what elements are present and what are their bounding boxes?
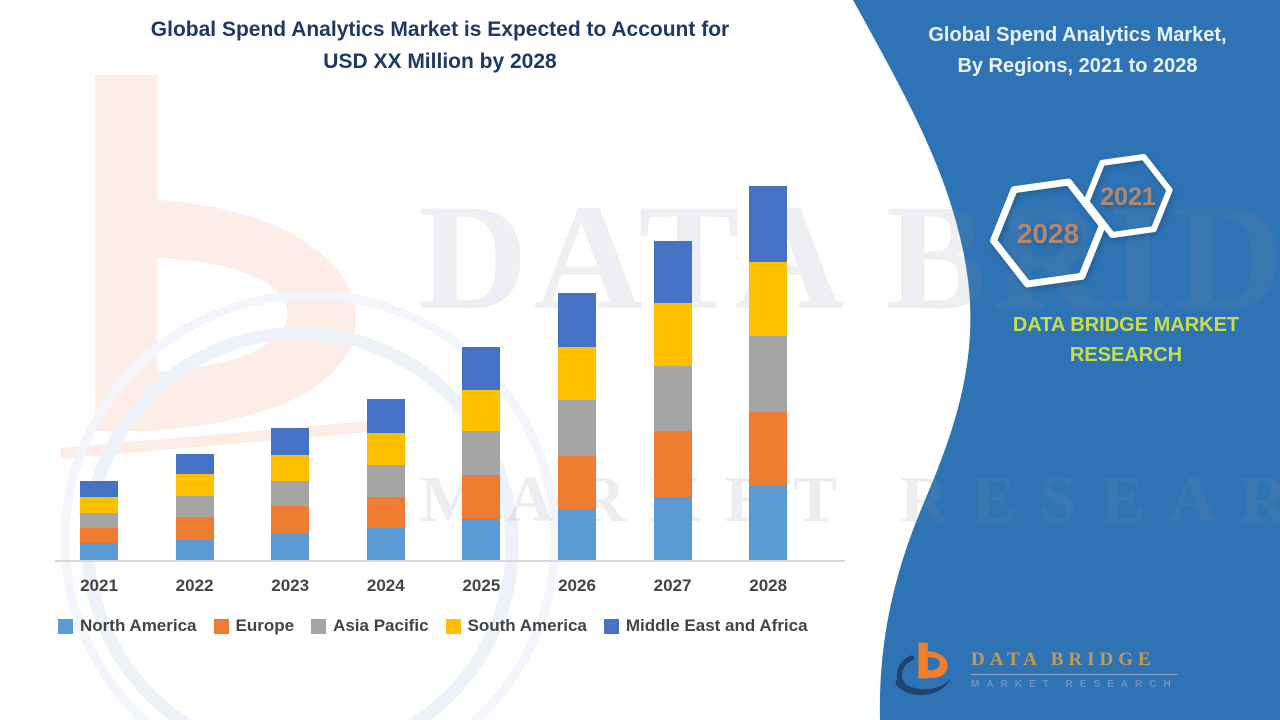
bar-segment-middle-east-and-africa-2021	[80, 481, 118, 497]
legend-swatch-asia-pacific	[311, 618, 327, 634]
x-axis-label-2024: 2024	[366, 576, 405, 595]
legend-label-south-america: South America	[467, 616, 587, 635]
bar-2022	[175, 454, 214, 560]
bar-segment-north-america-2021	[80, 543, 118, 560]
bar-segment-south-america-2025	[462, 390, 501, 431]
hexagon-2028	[990, 178, 1106, 288]
bar-segment-asia-pacific-2028	[749, 336, 788, 412]
bar-segment-asia-pacific-2023	[271, 481, 310, 506]
bar-segment-asia-pacific-2027	[653, 366, 692, 431]
bar-segment-north-america-2022	[175, 540, 214, 560]
bar-segment-middle-east-and-africa-2027	[653, 241, 692, 303]
bar-segment-north-america-2025	[462, 519, 501, 560]
bar-segment-asia-pacific-2022	[175, 496, 214, 517]
legend-item-south-america: South America	[445, 616, 587, 636]
bar-segment-south-america-2022	[175, 474, 214, 496]
legend-label-north-america: North America	[80, 616, 197, 635]
hexagon-2028-label: 2028	[1017, 218, 1079, 249]
legend-item-europe: Europe	[213, 616, 295, 636]
bar-segment-asia-pacific-2024	[366, 465, 405, 497]
bar-segment-europe-2028	[749, 412, 788, 486]
bar-segment-asia-pacific-2021	[80, 513, 118, 528]
bar-segment-south-america-2027	[653, 303, 692, 366]
x-axis-label-2027: 2027	[653, 576, 692, 595]
databridge-logo: DATA BRIDGE MARKET RESEARCH	[893, 638, 1178, 700]
bar-segment-europe-2022	[175, 517, 214, 540]
legend-swatch-middle-east-and-africa	[603, 618, 619, 634]
bar-segment-europe-2021	[80, 528, 118, 543]
chart-title-line1: Global Spend Analytics Market is Expecte…	[150, 18, 730, 41]
bar-segment-asia-pacific-2026	[558, 400, 596, 456]
bar-2025	[462, 347, 501, 560]
chart-title: Global Spend Analytics Market is Expecte…	[80, 14, 800, 78]
legend-label-europe: Europe	[235, 616, 295, 635]
bar-segment-north-america-2023	[271, 534, 310, 560]
bar-segment-south-america-2021	[80, 497, 118, 513]
x-axis-label-2028: 2028	[749, 576, 788, 595]
bar-segment-asia-pacific-2025	[462, 431, 501, 475]
bar-segment-europe-2023	[271, 506, 310, 534]
bar-segment-south-america-2026	[558, 347, 596, 400]
databridge-b-watermark	[60, 75, 400, 459]
bar-segment-middle-east-and-africa-2023	[271, 428, 310, 455]
bar-segment-europe-2026	[558, 456, 596, 510]
panel-brand-text: DATA BRIDGE MARKET RESEARCH	[1012, 314, 1240, 366]
x-axis-label-2023: 2023	[271, 576, 310, 595]
bar-segment-north-america-2024	[366, 528, 405, 560]
bar-segment-north-america-2028	[749, 486, 788, 560]
legend-item-asia-pacific: Asia Pacific	[311, 616, 429, 636]
bar-segment-europe-2025	[462, 475, 501, 519]
x-axis-label-2022: 2022	[175, 576, 214, 595]
databridge-logo-text: DATA BRIDGE MARKET RESEARCH	[971, 649, 1178, 690]
x-axis-label-2025: 2025	[462, 576, 501, 595]
bar-segment-middle-east-and-africa-2024	[366, 399, 405, 433]
panel-title: Global Spend Analytics Market, By Region…	[880, 20, 1275, 82]
legend-label-middle-east-and-africa: Middle East and Africa	[625, 616, 808, 635]
bar-segment-middle-east-and-africa-2028	[749, 186, 788, 262]
legend-label-asia-pacific: Asia Pacific	[333, 616, 429, 635]
databridge-logo-icon	[895, 642, 951, 696]
chart-title-line2: USD XX Million by 2028	[323, 50, 557, 73]
bar-2027	[653, 241, 692, 560]
x-axis-label-2026: 2026	[558, 576, 596, 595]
bar-2028	[749, 186, 788, 560]
bar-segment-north-america-2026	[558, 510, 596, 560]
legend-swatch-south-america	[445, 618, 461, 634]
legend-swatch-europe	[213, 618, 229, 634]
bar-segment-europe-2024	[366, 497, 405, 528]
bar-segment-south-america-2024	[366, 433, 405, 465]
bar-segment-north-america-2027	[653, 497, 692, 560]
legend-item-north-america: North America	[58, 616, 197, 636]
hexagon-2021	[1083, 154, 1173, 238]
bar-2023	[271, 428, 310, 560]
x-axis-line	[55, 560, 845, 562]
legend-swatch-north-america	[58, 618, 73, 634]
bar-2021	[80, 481, 118, 560]
bar-segment-middle-east-and-africa-2025	[462, 347, 501, 390]
hexagon-2021-label: 2021	[1100, 183, 1156, 211]
bar-segment-middle-east-and-africa-2022	[175, 454, 214, 474]
panel-title-line1: Global Spend Analytics Market,	[928, 24, 1227, 46]
bar-segment-south-america-2028	[749, 262, 788, 336]
bar-2024	[366, 399, 405, 560]
bar-2026	[558, 293, 596, 560]
x-axis-label-2021: 2021	[80, 576, 118, 595]
panel-title-line2: By Regions, 2021 to 2028	[957, 55, 1198, 77]
logo-name: DATA BRIDGE	[971, 649, 1178, 675]
bar-segment-middle-east-and-africa-2026	[558, 293, 596, 347]
logo-tagline: MARKET RESEARCH	[971, 678, 1178, 690]
bar-segment-europe-2027	[653, 431, 692, 497]
bar-segment-south-america-2023	[271, 455, 310, 481]
legend-item-middle-east-and-africa: Middle East and Africa	[603, 616, 808, 636]
chart-legend: North America Europe Asia Pacific South Ame…	[58, 616, 808, 636]
